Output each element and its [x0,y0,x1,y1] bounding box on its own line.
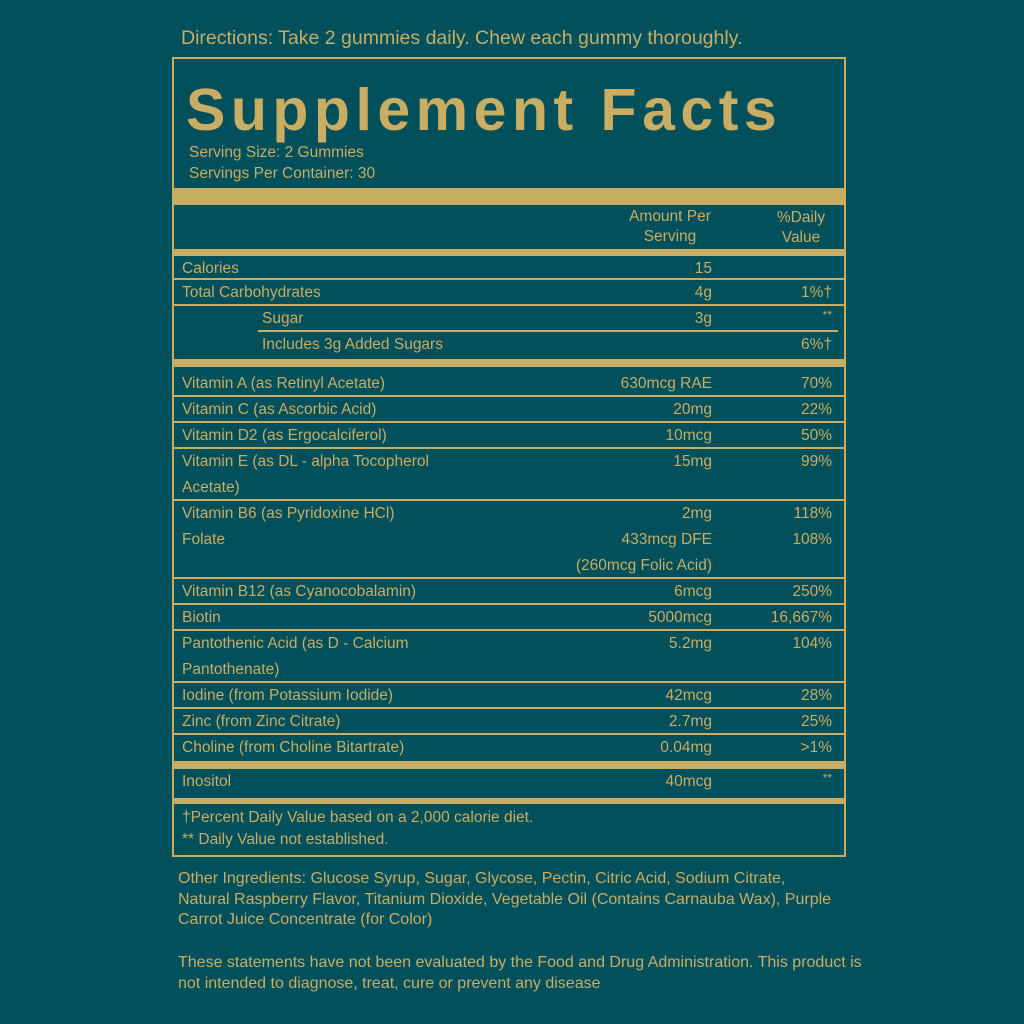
nutrient-amount: 20mg [673,401,712,418]
nutrient-daily-value: 250% [792,583,832,600]
nutrient-daily-value: >1% [800,739,832,756]
nutrient-amount: 5.2mg [668,635,712,652]
nutrient-daily-value: 6%† [800,336,832,353]
thick-divider [174,188,844,205]
nutrient-row: Choline (from Choline Bitartrate) 0.04mg >… [174,735,844,761]
nutrient-amount-note: (260mcg Folic Acid) [575,557,712,574]
nutrient-name: Vitamin C (as Ascorbic Acid) [182,401,377,418]
nutrient-name: Sugar [262,310,304,327]
nutrient-rows: Calories 15 Total Carbohydrates 4g 1%† Sugar 3… [174,256,844,854]
nutrient-name: Biotin [182,609,221,626]
nutrient-daily-value: 70% [800,375,832,392]
nutrient-row: Vitamin E (as DL - alpha Tocopherol Acet… [174,449,844,501]
nutrient-name: Vitamin B6 (as Pyridoxine HCl) [182,505,395,522]
nutrient-row: Calories 15 [174,256,844,280]
nutrient-name: Total Carbohydrates [182,284,321,301]
nutrient-name: Vitamin A (as Retinyl Acetate) [182,375,386,392]
nutrient-name: Choline (from Choline Bitartrate) [182,739,405,756]
header-line: Value [781,229,821,246]
nutrient-name: Vitamin E (as DL - alpha Tocopherol Acet… [182,453,429,496]
nutrient-name: Folate [182,531,226,548]
nutrient-row: Includes 3g Added Sugars 6%† [174,332,844,359]
thick-divider [174,761,844,769]
header-line: %Daily [776,209,826,226]
nutrient-row: Pantothenic Acid (as D - Calcium Pantoth… [174,631,844,683]
nutrient-amount: 2mg [681,505,712,522]
thick-divider [174,798,844,804]
nutrient-daily-value: 50% [800,427,832,444]
footnotes: †Percent Daily Value based on a 2,000 ca… [174,804,844,854]
other-ingredients: Other Ingredients: Glucose Syrup, Sugar,… [178,870,832,928]
nutrient-name: Vitamin B12 (as Cyanocobalamin) [182,583,417,600]
header-line: Serving [643,228,697,245]
daily-value-header: %Daily Value [756,208,846,248]
indented-divider [258,330,838,332]
nutrient-name: Iodine (from Potassium Iodide) [182,687,394,704]
serving-size: Serving Size: 2 Gummies [189,144,364,161]
nutrient-name: Calories [182,260,239,277]
medium-divider [174,249,844,256]
nutrient-amount: 5000mcg [648,609,712,626]
nutrient-amount: 433mcg DFE [621,531,712,548]
nutrient-daily-value: 22% [800,401,832,418]
nutrient-amount: 10mcg [665,427,712,444]
nutrient-name: Vitamin D2 (as Ergocalciferol) [182,427,387,444]
nutrient-row: Folate 433mcg DFE (260mcg Folic Acid) 108% [174,527,844,579]
servings-per-container: Servings Per Container: 30 [189,165,376,182]
footnote: ** Daily Value not established. [182,831,389,848]
nutrient-daily-value: 1%† [800,284,832,301]
nutrient-row: Vitamin A (as Retinyl Acetate) 630mcg RAE… [174,371,844,397]
nutrient-row: Zinc (from Zinc Citrate) 2.7mg 25% [174,709,844,735]
nutrient-daily-value: 99% [800,453,832,470]
nutrient-amount: 630mcg RAE [620,375,712,392]
nutrient-daily-value: ** [822,771,832,785]
nutrient-amount: 0.04mg [660,739,712,756]
nutrient-row: Sugar 3g ** [174,306,844,332]
directions-text: Directions: Take 2 gummies daily. Chew e… [181,27,743,49]
nutrient-row: Inositol 40mcg ** [174,769,844,798]
nutrient-name: Inositol [182,773,232,790]
nutrient-row: Vitamin D2 (as Ergocalciferol) 10mcg 50% [174,423,844,449]
amount-per-serving-header: Amount Per Serving [604,207,736,247]
nutrient-daily-value: 16,667% [770,609,832,626]
nutrient-name: Pantothenic Acid (as D - Calcium Pantoth… [182,635,409,678]
supplement-facts-panel: Supplement Facts Serving Size: 2 Gummies… [172,57,846,857]
nutrient-row: Iodine (from Potassium Iodide) 42mcg 28% [174,683,844,709]
nutrient-daily-value: 25% [800,713,832,730]
nutrient-daily-value: 104% [792,635,832,652]
nutrient-daily-value: 108% [792,531,832,548]
nutrient-name: Includes 3g Added Sugars [262,336,443,353]
nutrient-amount: 4g [694,284,712,301]
nutrient-amount: 3g [694,310,712,327]
nutrient-amount: 15mg [673,453,712,470]
nutrient-name: Zinc (from Zinc Citrate) [182,713,341,730]
nutrient-row: Biotin 5000mcg 16,667% [174,605,844,631]
nutrient-row: Total Carbohydrates 4g 1%† [174,280,844,306]
nutrient-daily-value: ** [822,308,832,322]
header-line: Amount Per [629,208,711,225]
nutrient-amount: 6mcg [674,583,712,600]
nutrient-amount: 2.7mg [668,713,712,730]
nutrient-daily-value: 118% [793,505,833,522]
thick-divider [174,359,844,367]
nutrient-amount: 42mcg [665,687,712,704]
nutrient-row: Vitamin B12 (as Cyanocobalamin) 6mcg 250% [174,579,844,605]
panel-title: Supplement Facts [186,77,783,143]
nutrient-row: Vitamin C (as Ascorbic Acid) 20mg 22% [174,397,844,423]
fda-disclaimer: These statements have not been evaluated… [178,954,862,992]
nutrient-daily-value: 28% [800,687,832,704]
nutrient-row: Vitamin B6 (as Pyridoxine HCl) 2mg 118% [174,501,844,527]
footnote: †Percent Daily Value based on a 2,000 ca… [182,809,534,826]
nutrient-amount: 15 [694,260,712,277]
nutrient-amount: 40mcg [665,773,712,790]
